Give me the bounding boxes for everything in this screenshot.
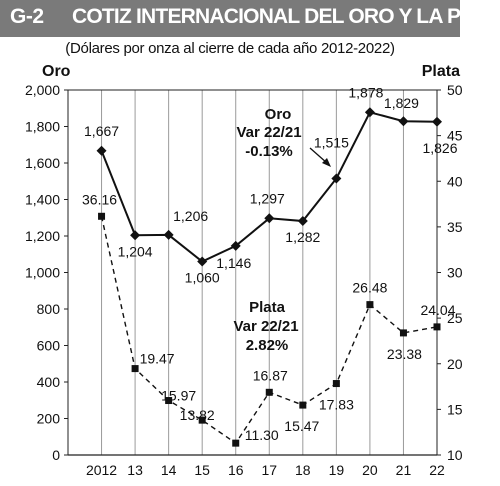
left-axis-tick-label: 0 [52, 447, 60, 463]
data-point-plata [366, 301, 374, 309]
right-axis-tick-label: 30 [447, 265, 463, 281]
left-axis-tick-label: 1,000 [25, 265, 60, 281]
right-axis-title: Plata [422, 63, 460, 80]
data-label-plata: 19.47 [140, 351, 175, 367]
annotation-plata-line: 2.82% [246, 337, 289, 354]
annotation-plata-line: Plata [249, 299, 286, 316]
data-point-oro [197, 256, 208, 267]
data-label-plata: 36.16 [82, 191, 117, 207]
data-label-plata: 17.83 [319, 397, 354, 413]
data-label-oro: 1,667 [84, 123, 119, 139]
data-point-plata [98, 212, 106, 220]
data-label-plata: 16.87 [253, 367, 288, 383]
data-label-oro: 1,826 [422, 140, 457, 156]
right-axis-tick-label: 35 [447, 219, 463, 235]
right-axis-tick-label: 20 [447, 356, 463, 372]
data-point-oro [364, 107, 375, 118]
left-axis-tick-label: 2,000 [25, 82, 60, 98]
left-axis-title: Oro [42, 63, 71, 80]
data-point-oro [163, 229, 174, 240]
right-axis-tick-label: 50 [447, 82, 463, 98]
data-point-plata [433, 323, 441, 331]
x-axis-tick-label: 18 [295, 462, 311, 478]
data-label-plata: 26.48 [352, 280, 387, 296]
data-point-plata [165, 397, 173, 405]
data-label-plata: 15.97 [161, 388, 196, 404]
x-axis-tick-label: 20 [362, 462, 378, 478]
data-point-plata [332, 380, 340, 388]
data-label-oro: 1,297 [250, 190, 285, 206]
data-label-oro: 1,060 [185, 270, 220, 286]
annotation-oro-line: Var 22/21 [236, 124, 301, 141]
left-axis-tick-label: 1,200 [25, 228, 60, 244]
data-label-plata: 11.30 [245, 427, 279, 443]
data-point-plata [232, 439, 240, 447]
left-axis-tick-label: 1,600 [25, 155, 60, 171]
data-label-oro: 1,204 [118, 243, 153, 259]
annotation-oro-arrowhead [322, 158, 331, 167]
left-axis-tick-label: 200 [37, 411, 61, 427]
data-point-oro [130, 230, 141, 241]
chart-subtitle: (Dólares por onza al cierre de cada año … [65, 40, 395, 57]
data-point-plata [399, 329, 407, 337]
data-point-plata [198, 416, 206, 424]
x-axis-tick-label: 17 [261, 462, 277, 478]
data-point-oro [398, 116, 409, 127]
data-point-plata [131, 365, 139, 373]
x-axis-tick-label: 19 [329, 462, 345, 478]
x-axis-tick-label: 14 [161, 462, 177, 478]
data-point-plata [299, 401, 307, 409]
x-axis-tick-label: 21 [396, 462, 412, 478]
data-point-oro [264, 213, 275, 224]
left-axis-tick-label: 400 [37, 374, 61, 390]
chart-code: G-2 [10, 5, 44, 28]
x-axis-tick-label: 2012 [86, 462, 117, 478]
data-label-plata: 13.82 [180, 407, 215, 423]
data-label-oro: 1,829 [384, 95, 419, 111]
left-axis-tick-label: 800 [37, 301, 61, 317]
data-label-plata: 23.38 [387, 346, 422, 362]
right-axis-tick-label: 25 [447, 310, 463, 326]
x-axis-tick-label: 16 [228, 462, 244, 478]
left-axis-tick-label: 1,400 [25, 192, 60, 208]
x-axis-tick-label: 15 [194, 462, 210, 478]
data-label-oro: 1,515 [314, 135, 349, 151]
data-label-plata: 24.04 [420, 302, 455, 318]
data-point-oro [432, 116, 442, 127]
title-banner: G-2 COTIZ INTERNACIONAL DEL ORO Y LA PLA… [0, 0, 500, 37]
right-axis-tick-label: 10 [447, 447, 463, 463]
left-axis-tick-label: 1,800 [25, 119, 60, 135]
x-axis-tick-label: 22 [429, 462, 445, 478]
annotation-oro-arrow [309, 147, 328, 164]
data-label-oro: 1,282 [285, 229, 320, 245]
chart-title: COTIZ INTERNACIONAL DEL ORO Y LA PLATA [72, 5, 500, 28]
right-axis-tick-label: 45 [447, 128, 463, 144]
data-label-plata: 15.47 [284, 418, 319, 434]
data-label-oro: 1,146 [216, 255, 251, 271]
data-point-oro [96, 145, 107, 156]
data-label-oro: 1,878 [348, 84, 383, 100]
annotation-oro-line: Oro [265, 106, 292, 123]
right-axis-tick-label: 15 [447, 401, 463, 417]
data-label-oro: 1,206 [173, 208, 208, 224]
x-axis-tick-label: 13 [127, 462, 143, 478]
left-axis-tick-label: 600 [37, 338, 61, 354]
data-point-plata [265, 388, 273, 396]
data-point-oro [297, 216, 308, 227]
annotation-plata-line: Var 22/21 [233, 318, 298, 335]
annotation-oro-line: -0.13% [245, 143, 293, 160]
data-point-oro [331, 173, 342, 184]
right-axis-tick-label: 40 [447, 173, 463, 189]
data-point-oro [230, 240, 241, 251]
